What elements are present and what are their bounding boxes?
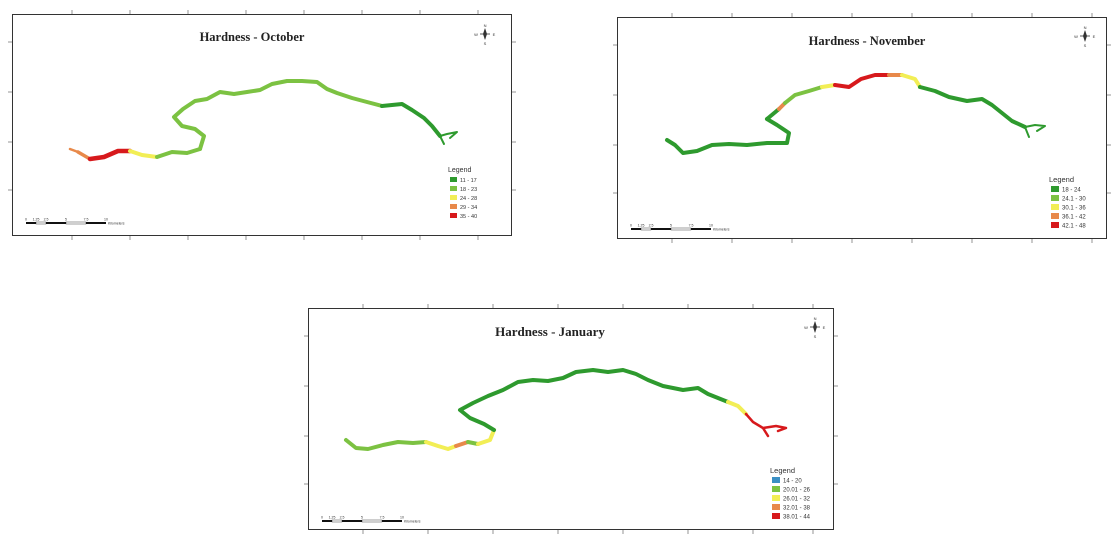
legend-swatch [772, 504, 780, 510]
legend-label: 18 - 23 [460, 187, 477, 193]
legend-swatch [1051, 213, 1059, 219]
legend-swatch [772, 477, 780, 483]
map-title: Hardness - October [200, 30, 305, 44]
legend-title: Legend [448, 167, 471, 174]
legend-label: 11 - 17 [460, 178, 477, 184]
scale-label: 7.5 [380, 516, 385, 520]
legend-label: 35 - 40 [460, 214, 477, 220]
legend-swatch [1051, 186, 1059, 192]
scale-label: 10 [709, 224, 713, 228]
legend-swatch [450, 195, 457, 200]
map-title: Hardness - November [809, 34, 926, 48]
scale-label: 0 [25, 218, 27, 222]
river-hardness-november [665, 73, 1046, 155]
map-panel-january: Hardness - January N S W E Legend 14 - 2… [304, 304, 838, 534]
legend-swatch [1051, 222, 1059, 228]
scale-label: 1.25 [638, 224, 645, 228]
legend-title: Legend [770, 466, 795, 475]
compass-e: E [823, 325, 826, 330]
map-frame [308, 308, 834, 530]
map-title: Hardness - January [495, 324, 605, 339]
map-frame [617, 17, 1107, 239]
graticule-ticks [304, 304, 838, 534]
legend-swatch [450, 213, 457, 218]
scale-label: 10 [400, 516, 404, 520]
scale-label: 2.5 [340, 516, 345, 520]
scale-label: 1.25 [33, 218, 40, 222]
compass-n: N [1084, 25, 1087, 30]
compass-s: S [484, 41, 487, 46]
legend: Legend 11 - 17 18 - 23 24 - 28 29 - 34 3… [448, 167, 477, 220]
compass-n: N [814, 316, 817, 321]
compass-w: W [474, 32, 478, 37]
compass-w: W [1074, 34, 1078, 39]
legend-swatch [450, 177, 457, 182]
map-panel-october: Hardness - October N S W E Legend [8, 10, 516, 240]
legend-label: 29 - 34 [460, 205, 477, 211]
legend-swatch [450, 204, 457, 209]
scale-bar: 0 1.25 2.5 5 7.5 10 Kilometers [321, 516, 421, 524]
legend-label: 38.01 - 44 [783, 515, 811, 521]
compass-w: W [804, 325, 808, 330]
legend-label: 24.1 - 30 [1062, 197, 1086, 203]
legend: Legend 18 - 24 24.1 - 30 30.1 - 36 36.1 … [1049, 175, 1086, 230]
legend-label: 42.1 - 48 [1062, 224, 1086, 230]
scale-unit: Kilometers [404, 520, 421, 524]
north-arrow-icon: N S W E [474, 23, 496, 46]
scale-unit: Kilometers [108, 222, 125, 226]
river-hardness-january [344, 368, 788, 451]
scale-label: 1.25 [329, 516, 336, 520]
legend-label: 30.1 - 36 [1062, 206, 1086, 212]
legend-swatch [1051, 195, 1059, 201]
legend-label: 26.01 - 32 [783, 497, 811, 503]
map-panel-november: Hardness - November N S W E Legend 18 - … [613, 13, 1111, 243]
legend-label: 24 - 28 [460, 196, 477, 202]
north-arrow-icon: N S W E [804, 316, 826, 339]
legend-swatch [772, 486, 780, 492]
scale-bar: 0 1.25 2.5 5 7.5 10 Kilometers [25, 218, 125, 226]
legend-label: 32.01 - 38 [783, 506, 811, 512]
scale-label: 7.5 [689, 224, 694, 228]
legend-label: 18 - 24 [1062, 188, 1081, 194]
scale-unit: Kilometers [713, 228, 730, 232]
north-arrow-icon: N S W E [1074, 25, 1096, 48]
scale-label: 2.5 [649, 224, 654, 228]
legend-swatch [772, 513, 780, 519]
compass-e: E [493, 32, 496, 37]
legend-swatch [772, 495, 780, 501]
legend-swatch [1051, 204, 1059, 210]
legend: Legend 14 - 20 20.01 - 26 26.01 - 32 32.… [770, 466, 811, 521]
scale-label: 5 [670, 224, 672, 228]
legend-label: 36.1 - 42 [1062, 215, 1086, 221]
scale-label: 0 [321, 516, 323, 520]
scale-label: 0 [630, 224, 632, 228]
compass-e: E [1093, 34, 1096, 39]
scale-label: 5 [361, 516, 363, 520]
river-hardness-october [68, 79, 458, 162]
scale-label: 2.5 [44, 218, 49, 222]
scale-label: 5 [65, 218, 67, 222]
scale-label: 7.5 [84, 218, 89, 222]
legend-title: Legend [1049, 175, 1074, 184]
legend-swatch [450, 186, 457, 191]
scale-bar: 0 1.25 2.5 5 7.5 10 Kilometers [630, 224, 730, 232]
graticule-ticks [8, 10, 516, 240]
compass-s: S [814, 334, 817, 339]
map-frame [12, 14, 512, 236]
legend-label: 20.01 - 26 [783, 488, 811, 494]
compass-n: N [484, 23, 487, 28]
legend-label: 14 - 20 [783, 479, 802, 485]
compass-s: S [1084, 43, 1087, 48]
scale-label: 10 [104, 218, 108, 222]
graticule-ticks [613, 13, 1111, 243]
